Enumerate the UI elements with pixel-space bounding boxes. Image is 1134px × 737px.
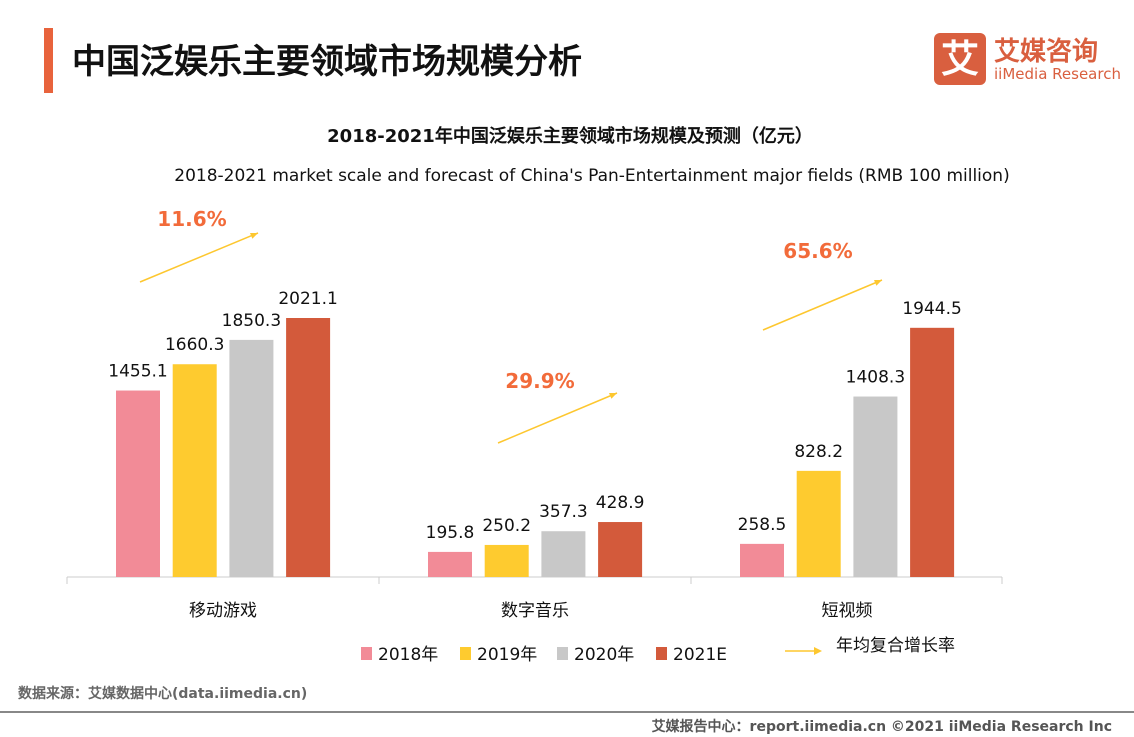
- cagr-label: 29.9%: [505, 369, 574, 393]
- bar: [541, 531, 586, 577]
- legend-swatch: [460, 647, 471, 660]
- bar: [853, 396, 898, 577]
- data-label: 1408.3: [846, 368, 905, 388]
- title-accent-bar: [44, 28, 53, 93]
- data-label: 357.3: [539, 502, 588, 522]
- category-label: 移动游戏: [189, 601, 257, 621]
- logo-mark: 艾: [934, 33, 986, 85]
- data-label: 250.2: [482, 516, 531, 536]
- data-label: 2021.1: [278, 289, 337, 309]
- bar-chart: 2018-2021年中国泛娱乐主要领域市场规模及预测（亿元） 2018-2021…: [66, 125, 1010, 665]
- data-label: 258.5: [738, 515, 787, 535]
- cagr-label: 11.6%: [157, 207, 226, 231]
- cagr-label: 65.6%: [783, 239, 852, 263]
- cagr-arrow: [139, 232, 259, 283]
- legend-label: 2020年: [574, 645, 634, 665]
- bar: [910, 327, 955, 577]
- cagr-arrow: [497, 392, 618, 444]
- logo: 艾 艾媒咨询 iiMedia Research: [934, 33, 1124, 88]
- bar: [116, 390, 160, 577]
- logo-en: iiMedia Research: [994, 65, 1121, 83]
- page-title: 中国泛娱乐主要领域市场规模分析: [72, 42, 582, 82]
- bar: [598, 522, 643, 577]
- cagr-arrow: [762, 279, 883, 331]
- data-label: 1660.3: [165, 335, 224, 355]
- footer-divider: [0, 711, 1134, 713]
- legend-cagr-arrowhead: [814, 647, 822, 655]
- legend-label: 2018年: [378, 645, 438, 665]
- bar: [229, 339, 274, 577]
- legend-label: 2021E: [673, 645, 727, 665]
- legend-swatch: [361, 647, 372, 660]
- legend-swatch: [656, 647, 667, 660]
- data-label: 1850.3: [222, 311, 281, 331]
- cagr-arrowhead: [250, 232, 258, 239]
- legend-swatch: [557, 647, 568, 660]
- data-label: 1944.5: [902, 299, 961, 319]
- data-label: 428.9: [596, 493, 645, 513]
- data-label: 1455.1: [108, 362, 167, 382]
- bar: [484, 544, 529, 577]
- data-source: 数据来源：艾媒数据中心(data.iimedia.cn): [18, 686, 308, 702]
- bar: [172, 364, 217, 577]
- chart-subtitle: 2018-2021 market scale and forecast of C…: [174, 166, 1009, 186]
- data-label: 828.2: [794, 442, 843, 462]
- cagr-arrowhead: [874, 279, 882, 286]
- chart-title: 2018-2021年中国泛娱乐主要领域市场规模及预测（亿元）: [327, 125, 813, 147]
- bar: [740, 543, 784, 577]
- bar: [796, 470, 841, 577]
- bar: [428, 551, 472, 577]
- cagr-arrowhead: [609, 392, 617, 399]
- legend-label: 2019年: [477, 645, 537, 665]
- logo-cn: 艾媒咨询: [994, 37, 1099, 67]
- legend-cagr-label: 年均复合增长率: [836, 636, 955, 656]
- data-label: 195.8: [426, 523, 475, 543]
- footer-copyright: 艾媒报告中心：report.iimedia.cn ©2021 iiMedia R…: [651, 719, 1112, 735]
- bar: [286, 318, 331, 577]
- category-label: 短视频: [822, 601, 873, 621]
- category-label: 数字音乐: [501, 601, 569, 621]
